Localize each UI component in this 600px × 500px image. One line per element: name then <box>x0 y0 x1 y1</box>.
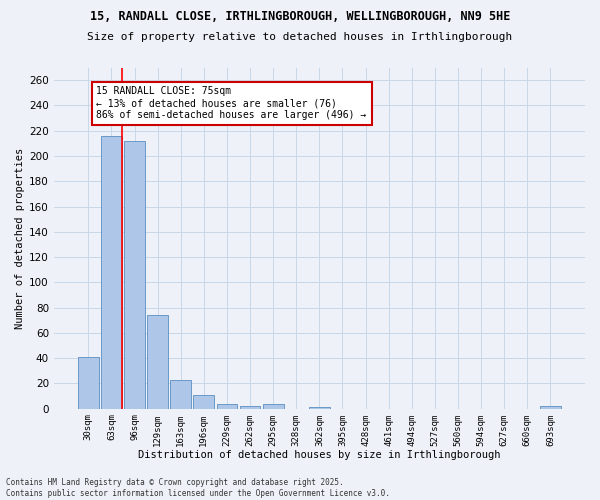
Text: 15 RANDALL CLOSE: 75sqm
← 13% of detached houses are smaller (76)
86% of semi-de: 15 RANDALL CLOSE: 75sqm ← 13% of detache… <box>97 86 367 120</box>
Bar <box>217 404 238 408</box>
Bar <box>170 380 191 408</box>
Bar <box>540 406 561 408</box>
Bar <box>124 141 145 408</box>
Bar <box>263 404 284 408</box>
Bar <box>193 395 214 408</box>
Bar <box>101 136 122 408</box>
Bar <box>147 315 168 408</box>
X-axis label: Distribution of detached houses by size in Irthlingborough: Distribution of detached houses by size … <box>138 450 500 460</box>
Text: 15, RANDALL CLOSE, IRTHLINGBOROUGH, WELLINGBOROUGH, NN9 5HE: 15, RANDALL CLOSE, IRTHLINGBOROUGH, WELL… <box>90 10 510 23</box>
Text: Contains HM Land Registry data © Crown copyright and database right 2025.
Contai: Contains HM Land Registry data © Crown c… <box>6 478 390 498</box>
Bar <box>239 406 260 408</box>
Y-axis label: Number of detached properties: Number of detached properties <box>15 148 25 328</box>
Text: Size of property relative to detached houses in Irthlingborough: Size of property relative to detached ho… <box>88 32 512 42</box>
Bar <box>78 357 99 408</box>
